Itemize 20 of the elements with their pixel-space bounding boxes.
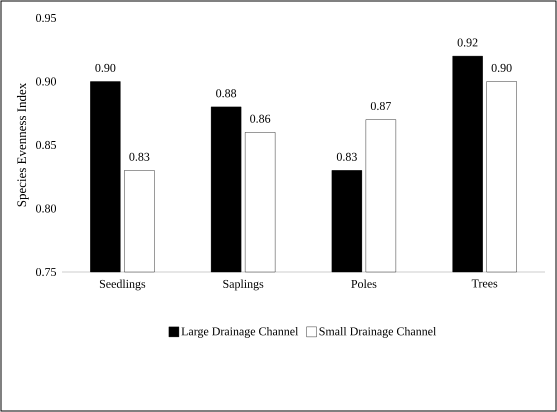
- x-tick-label: Poles: [351, 280, 376, 288]
- y-tick-label: 0.75: [36, 268, 56, 276]
- data-label: 0.90: [95, 64, 116, 72]
- y-tick-label: 0.95: [36, 14, 56, 22]
- legend-label: Large Drainage Channel: [181, 326, 298, 338]
- y-tick-label: 0.85: [36, 140, 56, 150]
- y-tick-label: 0.90: [36, 77, 56, 86]
- x-tick-label: Saplings: [223, 280, 264, 290]
- x-tick-label: Trees: [472, 280, 498, 288]
- y-tick-label: 0.80: [36, 204, 56, 213]
- data-label: 0.86: [250, 114, 270, 123]
- legend-label: Small Drainage Channel: [320, 326, 436, 338]
- data-label: 0.90: [492, 64, 512, 72]
- y-axis-title: Species Evenness Index: [16, 82, 29, 206]
- data-label: 0.87: [370, 102, 391, 110]
- x-tick-label: Seedlings: [100, 280, 146, 290]
- data-label: 0.88: [216, 89, 236, 98]
- data-label: 0.83: [129, 152, 150, 161]
- data-label: 0.83: [336, 152, 357, 161]
- data-label: 0.92: [458, 38, 478, 47]
